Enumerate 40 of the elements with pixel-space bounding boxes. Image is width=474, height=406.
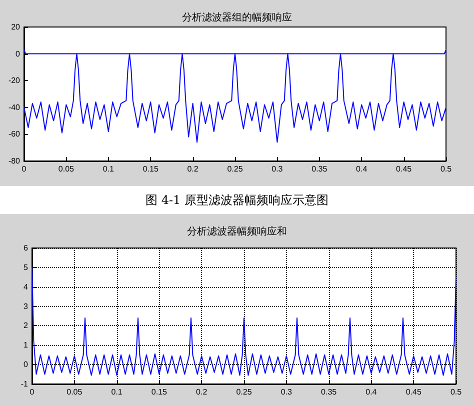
y-tick-label: 2: [24, 321, 29, 330]
y-tick-label: -60: [8, 130, 21, 139]
y-tick-label: 20: [11, 22, 21, 32]
x-tick-label: 0.5: [450, 388, 462, 396]
x-tick-label: 0.05: [58, 164, 75, 174]
x-tick-label: 0.35: [312, 164, 328, 174]
y-tick-label: 1: [24, 340, 29, 350]
chart-title: 分析滤波器组的幅频响应: [182, 12, 292, 24]
y-tick-label: 0: [16, 49, 21, 58]
x-tick-label: 0.5: [440, 164, 452, 174]
x-tick-label: 0.25: [236, 388, 252, 396]
x-tick-label: 0.1: [111, 388, 123, 396]
y-tick-label: 4: [24, 282, 29, 292]
x-tick-label: 0.25: [227, 164, 244, 174]
y-tick-label: -20: [8, 76, 21, 86]
line-series: [32, 266, 456, 376]
x-tick-label: 0.35: [321, 388, 338, 396]
x-tick-label: 0.15: [151, 388, 168, 396]
x-tick-label: 0.4: [366, 388, 378, 396]
y-tick-label: -80: [8, 156, 21, 166]
y-tick-label: 0: [24, 360, 29, 370]
x-tick-label: 0.2: [187, 164, 199, 174]
x-tick-label: 0.05: [66, 388, 83, 396]
x-tick-label: 0.45: [396, 164, 412, 174]
x-tick-label: 0.1: [102, 164, 115, 174]
y-tick-label: 3: [24, 302, 29, 311]
x-tick-label: 0.3: [272, 164, 284, 174]
y-tick-label: 5: [24, 262, 29, 272]
y-tick-label: -40: [8, 102, 21, 112]
y-tick-label: -1: [20, 380, 29, 388]
x-tick-label: 0: [30, 388, 35, 396]
chart-title: 分析滤波器幅频响应和: [187, 226, 287, 238]
x-tick-label: 0.3: [280, 388, 293, 396]
x-tick-label: 0.45: [406, 388, 422, 396]
x-tick-label: 0.2: [196, 388, 208, 396]
x-tick-label: 0.4: [356, 164, 368, 174]
x-tick-label: 0.15: [142, 164, 159, 174]
caption: 图 4-1 原型滤波器幅频响应示意图: [144, 192, 330, 209]
y-tick-label: 6: [24, 244, 29, 252]
line-series: [24, 53, 446, 143]
